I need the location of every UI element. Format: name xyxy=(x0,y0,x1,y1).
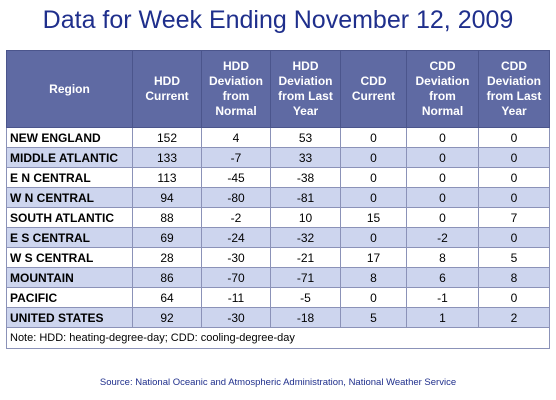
cell-hdd-deviation-last-year: -32 xyxy=(270,227,341,248)
column-header-cdd-current: CDD Current xyxy=(340,50,407,128)
cell-hdd-current: 28 xyxy=(132,247,202,268)
column-header-hdd-deviation-normal: HDD Deviation from Normal xyxy=(201,50,271,128)
cell-cdd-current: 0 xyxy=(340,187,407,208)
cell-cdd-current: 0 xyxy=(340,127,407,148)
cell-hdd-current: 86 xyxy=(132,267,202,288)
cell-cdd-deviation-normal: 8 xyxy=(406,247,479,268)
cell-cdd-deviation-normal: -2 xyxy=(406,227,479,248)
cell-cdd-deviation-last-year: 0 xyxy=(478,187,550,208)
cell-hdd-deviation-last-year: 33 xyxy=(270,147,341,168)
cell-cdd-current: 0 xyxy=(340,167,407,188)
column-header-hdd-current: HDD Current xyxy=(132,50,202,128)
cell-hdd-deviation-normal: -2 xyxy=(201,207,271,228)
source-citation: Source: National Oceanic and Atmospheric… xyxy=(99,377,457,388)
cell-hdd-deviation-last-year: -38 xyxy=(270,167,341,188)
cell-cdd-current: 8 xyxy=(340,267,407,288)
cell-cdd-deviation-normal: 0 xyxy=(406,167,479,188)
cell-hdd-deviation-last-year: -71 xyxy=(270,267,341,288)
cell-cdd-deviation-normal: 6 xyxy=(406,267,479,288)
table-row: W N CENTRAL 94 -80 -81 0 0 0 xyxy=(6,187,550,208)
cell-cdd-deviation-last-year: 0 xyxy=(478,227,550,248)
cell-region: E N CENTRAL xyxy=(6,167,133,188)
cell-cdd-deviation-last-year: 2 xyxy=(478,307,550,328)
cell-hdd-deviation-last-year: -5 xyxy=(270,287,341,308)
table-row: NEW ENGLAND 152 4 53 0 0 0 xyxy=(6,127,550,148)
cell-cdd-deviation-normal: 0 xyxy=(406,147,479,168)
table-row: W S CENTRAL 28 -30 -21 17 8 5 xyxy=(6,247,550,268)
cell-hdd-current: 69 xyxy=(132,227,202,248)
table-header-row: Region HDD Current HDD Deviation from No… xyxy=(6,50,550,128)
cell-hdd-current: 88 xyxy=(132,207,202,228)
cell-cdd-current: 15 xyxy=(340,207,407,228)
cell-region: PACIFIC xyxy=(6,287,133,308)
cell-cdd-deviation-last-year: 0 xyxy=(478,147,550,168)
cell-cdd-deviation-normal: 1 xyxy=(406,307,479,328)
table-row: E S CENTRAL 69 -24 -32 0 -2 0 xyxy=(6,227,550,248)
table-row: MOUNTAIN 86 -70 -71 8 6 8 xyxy=(6,267,550,288)
cell-hdd-deviation-normal: -30 xyxy=(201,247,271,268)
cell-hdd-deviation-normal: -11 xyxy=(201,287,271,308)
cell-hdd-deviation-last-year: 53 xyxy=(270,127,341,148)
cell-hdd-deviation-last-year: 10 xyxy=(270,207,341,228)
cell-region: UNITED STATES xyxy=(6,307,133,328)
page-title: Data for Week Ending November 12, 2009 xyxy=(42,6,514,34)
cell-hdd-deviation-normal: -45 xyxy=(201,167,271,188)
cell-hdd-current: 133 xyxy=(132,147,202,168)
cell-cdd-deviation-last-year: 8 xyxy=(478,267,550,288)
cell-region: E S CENTRAL xyxy=(6,227,133,248)
cell-hdd-deviation-normal: -24 xyxy=(201,227,271,248)
cell-hdd-deviation-normal: -70 xyxy=(201,267,271,288)
cell-cdd-deviation-normal: 0 xyxy=(406,207,479,228)
cell-cdd-deviation-last-year: 7 xyxy=(478,207,550,228)
cell-cdd-current: 0 xyxy=(340,227,407,248)
cell-hdd-deviation-last-year: -81 xyxy=(270,187,341,208)
cell-hdd-deviation-normal: 4 xyxy=(201,127,271,148)
table-row: MIDDLE ATLANTIC 133 -7 33 0 0 0 xyxy=(6,147,550,168)
cell-hdd-current: 94 xyxy=(132,187,202,208)
cell-cdd-deviation-normal: -1 xyxy=(406,287,479,308)
cell-region: NEW ENGLAND xyxy=(6,127,133,148)
table-note: Note: HDD: heating-degree-day; CDD: cool… xyxy=(6,327,550,349)
table-row: UNITED STATES 92 -30 -18 5 1 2 xyxy=(6,307,550,328)
cell-hdd-deviation-last-year: -21 xyxy=(270,247,341,268)
cell-region: W S CENTRAL xyxy=(6,247,133,268)
cell-cdd-deviation-last-year: 0 xyxy=(478,287,550,308)
cell-cdd-deviation-normal: 0 xyxy=(406,127,479,148)
column-header-region: Region xyxy=(6,50,133,128)
table-row: PACIFIC 64 -11 -5 0 -1 0 xyxy=(6,287,550,308)
column-header-cdd-deviation-last-year: CDD Deviation from Last Year xyxy=(478,50,550,128)
cell-region: W N CENTRAL xyxy=(6,187,133,208)
cell-cdd-current: 17 xyxy=(340,247,407,268)
cell-hdd-current: 152 xyxy=(132,127,202,148)
cell-hdd-current: 113 xyxy=(132,167,202,188)
cell-region: MOUNTAIN xyxy=(6,267,133,288)
column-header-cdd-deviation-normal: CDD Deviation from Normal xyxy=(406,50,479,128)
weather-data-table: Region HDD Current HDD Deviation from No… xyxy=(6,50,550,349)
cell-hdd-deviation-normal: -7 xyxy=(201,147,271,168)
cell-cdd-deviation-normal: 0 xyxy=(406,187,479,208)
cell-region: SOUTH ATLANTIC xyxy=(6,207,133,228)
table-row: E N CENTRAL 113 -45 -38 0 0 0 xyxy=(6,167,550,188)
table-row: SOUTH ATLANTIC 88 -2 10 15 0 7 xyxy=(6,207,550,228)
cell-cdd-current: 0 xyxy=(340,287,407,308)
cell-cdd-deviation-last-year: 5 xyxy=(478,247,550,268)
cell-hdd-current: 64 xyxy=(132,287,202,308)
cell-hdd-deviation-normal: -30 xyxy=(201,307,271,328)
cell-hdd-deviation-normal: -80 xyxy=(201,187,271,208)
column-header-hdd-deviation-last-year: HDD Deviation from Last Year xyxy=(270,50,341,128)
cell-hdd-current: 92 xyxy=(132,307,202,328)
cell-cdd-current: 0 xyxy=(340,147,407,168)
cell-hdd-deviation-last-year: -18 xyxy=(270,307,341,328)
cell-cdd-deviation-last-year: 0 xyxy=(478,167,550,188)
cell-cdd-deviation-last-year: 0 xyxy=(478,127,550,148)
note-row: Note: HDD: heating-degree-day; CDD: cool… xyxy=(6,327,550,349)
cell-region: MIDDLE ATLANTIC xyxy=(6,147,133,168)
cell-cdd-current: 5 xyxy=(340,307,407,328)
